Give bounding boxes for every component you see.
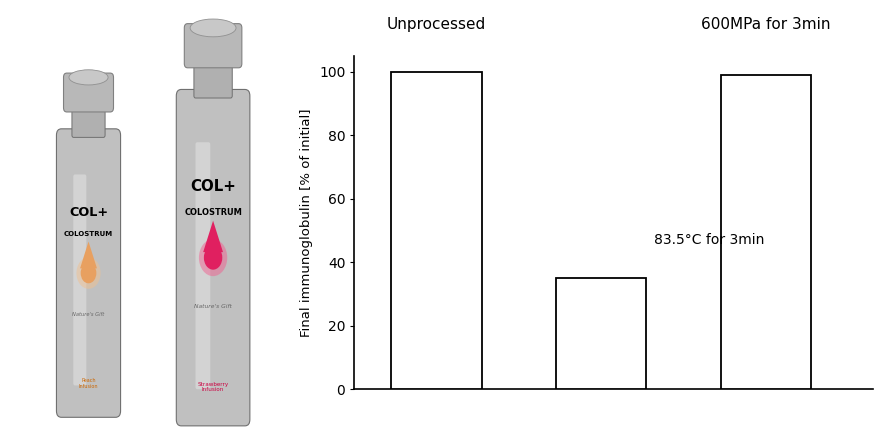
Ellipse shape [76,257,101,289]
Text: COLOSTRUM: COLOSTRUM [64,232,113,238]
FancyBboxPatch shape [57,129,120,417]
FancyBboxPatch shape [72,106,105,137]
Text: Unprocessed: Unprocessed [387,17,486,32]
FancyBboxPatch shape [64,73,113,112]
Text: Strawberry
Infusion: Strawberry Infusion [198,382,229,392]
FancyBboxPatch shape [176,89,250,426]
Bar [556,278,647,389]
FancyBboxPatch shape [194,61,232,98]
Bar [392,71,482,389]
Text: Nature's Gift: Nature's Gift [194,304,232,309]
Text: COL+: COL+ [190,179,236,194]
Bar [720,75,811,389]
Ellipse shape [199,239,227,276]
Ellipse shape [186,410,240,419]
Ellipse shape [69,70,108,85]
PathPatch shape [80,241,97,268]
Ellipse shape [66,401,112,410]
Text: 600MPa for 3min: 600MPa for 3min [701,17,830,32]
Text: Nature's Gift: Nature's Gift [73,312,105,317]
FancyBboxPatch shape [74,175,86,386]
Text: COLOSTRUM: COLOSTRUM [184,208,242,217]
Ellipse shape [190,19,236,37]
FancyBboxPatch shape [184,24,242,68]
Y-axis label: Final immunoglobulin [% of initial]: Final immunoglobulin [% of initial] [300,108,314,337]
FancyBboxPatch shape [196,142,210,389]
Ellipse shape [204,246,222,270]
Text: COL+: COL+ [69,206,108,219]
Text: Peach
Infusion: Peach Infusion [79,378,98,389]
Text: 83.5°C for 3min: 83.5°C for 3min [654,233,765,247]
Ellipse shape [81,263,97,283]
PathPatch shape [203,221,223,252]
